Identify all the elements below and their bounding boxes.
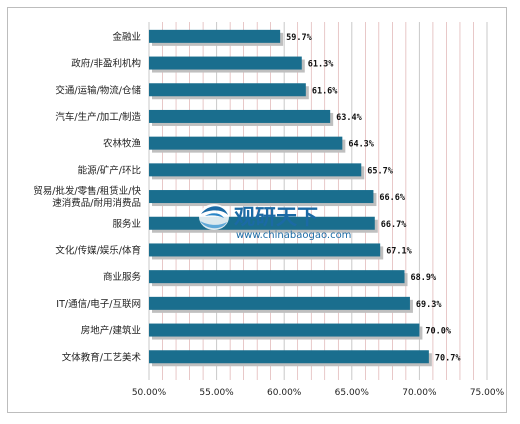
- bar: [149, 56, 302, 70]
- category-label: IT/通信/电子/互联网: [56, 298, 141, 310]
- bar: [149, 29, 281, 43]
- category-label: 能源/矿产/环比: [78, 164, 141, 176]
- bar: [149, 163, 362, 177]
- bar-layer: [149, 29, 432, 367]
- x-tick-label: 70.00%: [402, 388, 437, 398]
- bar: [149, 83, 306, 97]
- bar-value-label: 65.7%: [367, 166, 393, 176]
- bar-value-label: 70.7%: [435, 353, 461, 363]
- x-tick-label: 60.00%: [267, 388, 302, 398]
- category-label: 金融业: [112, 31, 141, 43]
- category-label: 贸易/批发/零售/租赁业/快速消费品/耐用消费品: [33, 185, 141, 209]
- x-tick-label: 50.00%: [132, 388, 167, 398]
- bar: [149, 350, 429, 364]
- bar: [149, 136, 343, 150]
- bar: [149, 323, 420, 337]
- bar: [149, 243, 381, 257]
- watermark-url: www.chinabaogao.com: [236, 230, 351, 241]
- bar: [149, 190, 374, 204]
- category-label: 商业服务: [103, 271, 142, 283]
- category-label: 农林牧渔: [103, 138, 142, 150]
- bar-value-label: 64.3%: [348, 140, 374, 150]
- bar: [149, 270, 405, 284]
- x-tick-label: 65.00%: [335, 388, 370, 398]
- category-label: 房地产/建筑业: [81, 325, 141, 337]
- category-label: 汽车/生产/加工/制造: [55, 111, 141, 123]
- bar-value-label: 61.6%: [312, 86, 338, 96]
- category-label: 交通/运输/物流/仓储: [55, 84, 141, 96]
- watermark-logo: 观研天下 www.chinabaogao.com: [199, 204, 351, 241]
- bar-value-label: 59.7%: [286, 33, 312, 43]
- bar-value-label: 70.0%: [425, 327, 451, 337]
- x-tick-label: 75.00%: [470, 388, 505, 398]
- bar-value-label: 63.4%: [336, 113, 362, 123]
- bar-value-label: 66.6%: [379, 193, 405, 203]
- label-layer: 50.00% 55.00% 60.00% 65.00% 70.00% 75.00% 59.7…: [33, 31, 504, 398]
- bar-value-label: 67.1%: [386, 246, 412, 256]
- globe-icon: [199, 204, 229, 230]
- bar-value-label: 61.3%: [308, 60, 334, 70]
- bar: [149, 296, 410, 310]
- category-label: 文化/传媒/娱乐/体育: [55, 244, 141, 256]
- x-tick-label: 55.00%: [199, 388, 234, 398]
- bar-value-label: 66.7%: [381, 220, 407, 230]
- category-label: 文体教育/工艺美术: [62, 351, 142, 363]
- bar-value-label: 68.9%: [411, 273, 437, 283]
- category-label: 服务业: [112, 218, 141, 230]
- watermark-name: 观研天下: [234, 205, 318, 229]
- bar-value-label: 69.3%: [416, 300, 442, 310]
- category-label: 政府/非盈利机构: [71, 58, 141, 70]
- bar: [149, 109, 331, 123]
